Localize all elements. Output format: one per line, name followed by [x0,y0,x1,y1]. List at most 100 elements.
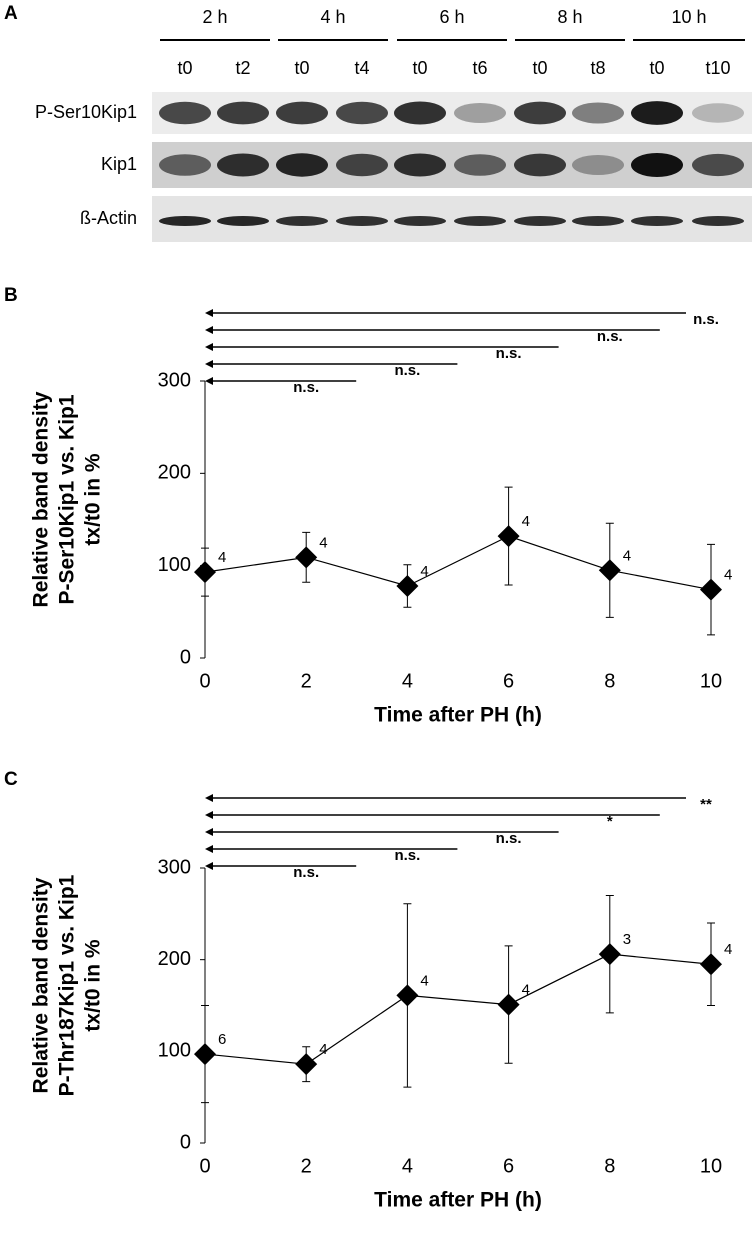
data-point [194,561,216,584]
band [276,153,328,177]
data-point [194,1043,216,1066]
band [394,101,446,125]
lane-label: t4 [354,58,369,78]
y-tick-label: 200 [158,462,191,484]
n-label: 4 [218,549,226,566]
arrow-head [205,862,213,870]
time-label: 4 h [320,7,345,27]
row-label: P-Ser10Kip1 [35,102,137,122]
band [454,154,506,176]
row-label: Kip1 [101,154,137,174]
band [217,101,269,125]
comparison-label: n.s. [597,328,623,345]
x-tick-label: 6 [503,670,514,692]
band [217,216,269,226]
data-line [204,953,712,1065]
band [394,153,446,177]
arrow-head [205,828,213,836]
lane-label: t2 [235,58,250,78]
y-axis-title: P-Ser10Kip1 vs. Kip1 [56,394,79,604]
time-label: 2 h [202,7,227,27]
band [572,216,624,226]
arrow-head [205,309,213,317]
y-axis-title: Relative band density [30,391,53,607]
lane-label: t0 [649,58,664,78]
band [336,153,388,177]
band [276,216,328,226]
band [336,216,388,226]
band [454,216,506,226]
arrow-head [205,794,213,802]
x-tick-label: 8 [604,670,615,692]
arrow-head [205,343,213,351]
arrow-head [205,377,213,385]
band [692,153,744,177]
x-tick-label: 2 [301,670,312,692]
y-tick-label: 300 [158,856,191,878]
y-axis-title: tx/t0 in % [82,939,105,1032]
time-label: 8 h [557,7,582,27]
n-label: 4 [724,567,732,584]
data-point [396,984,419,1007]
band [572,154,624,176]
comparison-label: n.s. [394,362,420,379]
band [159,216,211,226]
band [217,153,269,177]
y-tick-label: 100 [158,1040,191,1062]
n-label: 4 [420,563,428,580]
x-tick-label: 8 [604,1155,615,1177]
band [514,101,566,125]
y-axis-title: Relative band density [30,877,53,1093]
row-label: ß-Actin [80,208,137,228]
n-label: 4 [724,941,732,958]
time-label: 6 h [439,7,464,27]
n-label: 4 [319,1041,327,1058]
n-label: 6 [218,1031,226,1048]
comparison-label: n.s. [496,345,522,362]
y-axis-title: tx/t0 in % [82,453,105,546]
comparison-label: ** [700,796,712,813]
arrow-head [205,360,213,368]
x-tick-label: 10 [700,1155,722,1177]
data-point [700,578,722,601]
comparison-label: n.s. [394,847,420,864]
lane-label: t0 [177,58,192,78]
n-label: 4 [420,972,428,989]
n-label: 3 [623,931,631,948]
arrow-head [205,326,213,334]
panel-label: A [4,3,18,24]
band [159,101,211,125]
arrow-head [205,811,213,819]
y-tick-label: 100 [158,554,191,576]
band [276,101,328,125]
band [514,153,566,177]
data-point [295,1053,318,1076]
x-tick-label: 2 [301,1155,312,1177]
band [572,102,624,124]
n-label: 4 [522,982,530,999]
arrow-head [205,845,213,853]
band [631,101,683,125]
x-tick-label: 6 [503,1155,514,1177]
x-axis-title: Time after PH (h) [374,1189,542,1212]
lane-label: t0 [532,58,547,78]
data-point [295,546,318,569]
data-point [598,559,621,582]
x-tick-label: 4 [402,1155,413,1177]
y-tick-label: 0 [180,1131,191,1153]
band [692,103,744,123]
time-label: 10 h [671,7,706,27]
x-tick-label: 10 [700,670,722,692]
band [159,154,211,176]
band [514,216,566,226]
band [631,216,683,226]
x-tick-label: 0 [199,670,210,692]
panel-label: B [4,285,18,306]
comparison-label: n.s. [293,864,319,881]
n-label: 4 [623,547,631,564]
lane-label: t10 [705,58,730,78]
y-tick-label: 0 [180,646,191,668]
data-point [396,574,419,597]
comparison-label: n.s. [293,379,319,396]
lane-label: t0 [412,58,427,78]
